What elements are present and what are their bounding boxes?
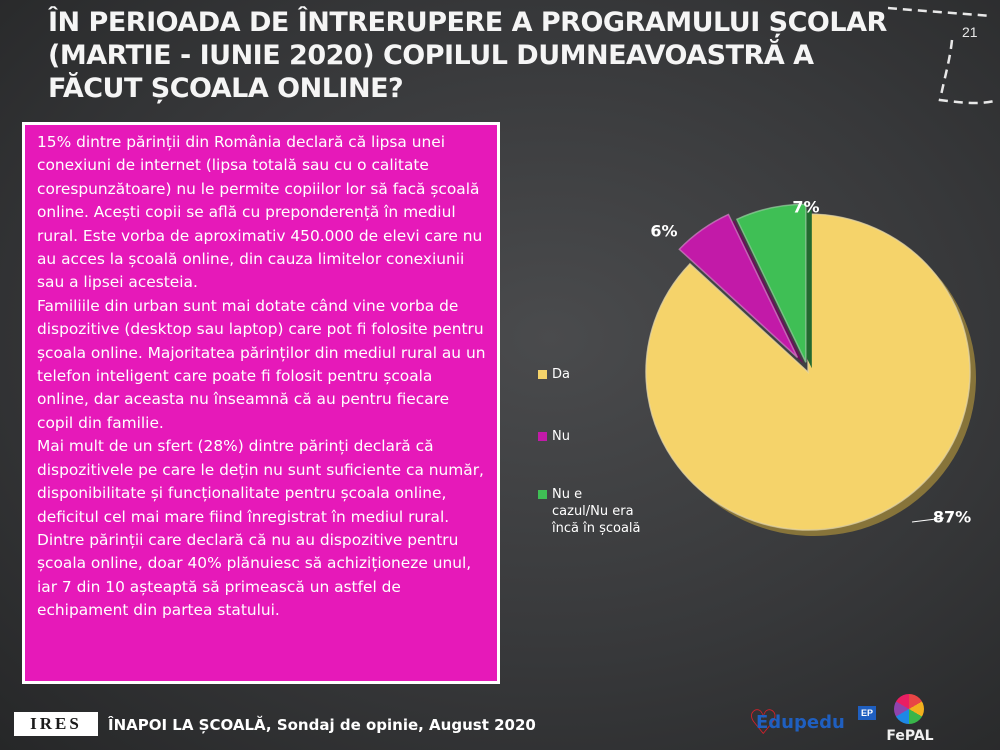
legend-swatch-1 (538, 432, 547, 441)
paragraph-acquisition: Dintre părinții care declară că nu au di… (37, 530, 472, 620)
paragraph-devices: Familiile din urban sunt mai dotate când… (37, 296, 486, 432)
legend-label-2: Nu e cazul/Nu era încă în școală (552, 487, 641, 536)
paragraph-deficit: Mai mult de un sfert (28%) dintre părinț… (37, 437, 484, 526)
pie-data-label-0: 87% (933, 508, 971, 527)
pie-data-label-1: 6% (650, 222, 677, 241)
legend-swatch-2 (538, 490, 547, 499)
ires-logo: IRES (14, 712, 98, 736)
findings-text-panel: 15% dintre părinții din România declară … (22, 122, 500, 684)
edupedu-logo: ♡ Edupedu EP (748, 702, 878, 746)
pie-slice-nu (678, 213, 798, 358)
fepal-circle-icon (894, 694, 924, 724)
pie-data-labels: 87% 6% 7% (650, 198, 971, 527)
page-number: 21 (962, 24, 978, 40)
legend-swatch-0 (538, 370, 547, 379)
pie-data-label-2: 7% (792, 198, 819, 217)
edupedu-logo-text: Edupedu (756, 712, 845, 733)
edupedu-badge: EP (858, 706, 876, 720)
paragraph-internet: 15% dintre părinții din România declară … (37, 133, 483, 292)
pie-slice-nu-e-cazul-nu-era-nc-n-coal- (736, 203, 807, 363)
fepal-logo-text: FePAL (886, 728, 934, 744)
chalk-corner-decoration (887, 6, 999, 105)
fepal-logo: FePAL (880, 694, 940, 750)
pie-leader-lines (911, 517, 945, 523)
pie-slices (645, 203, 976, 536)
heart-icon: ♡ (748, 704, 779, 742)
pie-slice-highlight-1 (678, 213, 799, 358)
footer-caption: ÎNAPOI LA ȘCOALĂ, Sondaj de opinie, Augu… (108, 716, 536, 734)
pie-slice-da (645, 213, 971, 531)
legend-label-1: Nu (552, 429, 570, 444)
pie-slice-highlight-2 (735, 203, 807, 363)
pie-leader-line-0 (911, 517, 945, 523)
legend-label-0: Da (552, 367, 570, 382)
slide-title: În perioada de întrerupere a programului… (48, 7, 887, 104)
pie-slice-highlight-0 (645, 213, 971, 531)
